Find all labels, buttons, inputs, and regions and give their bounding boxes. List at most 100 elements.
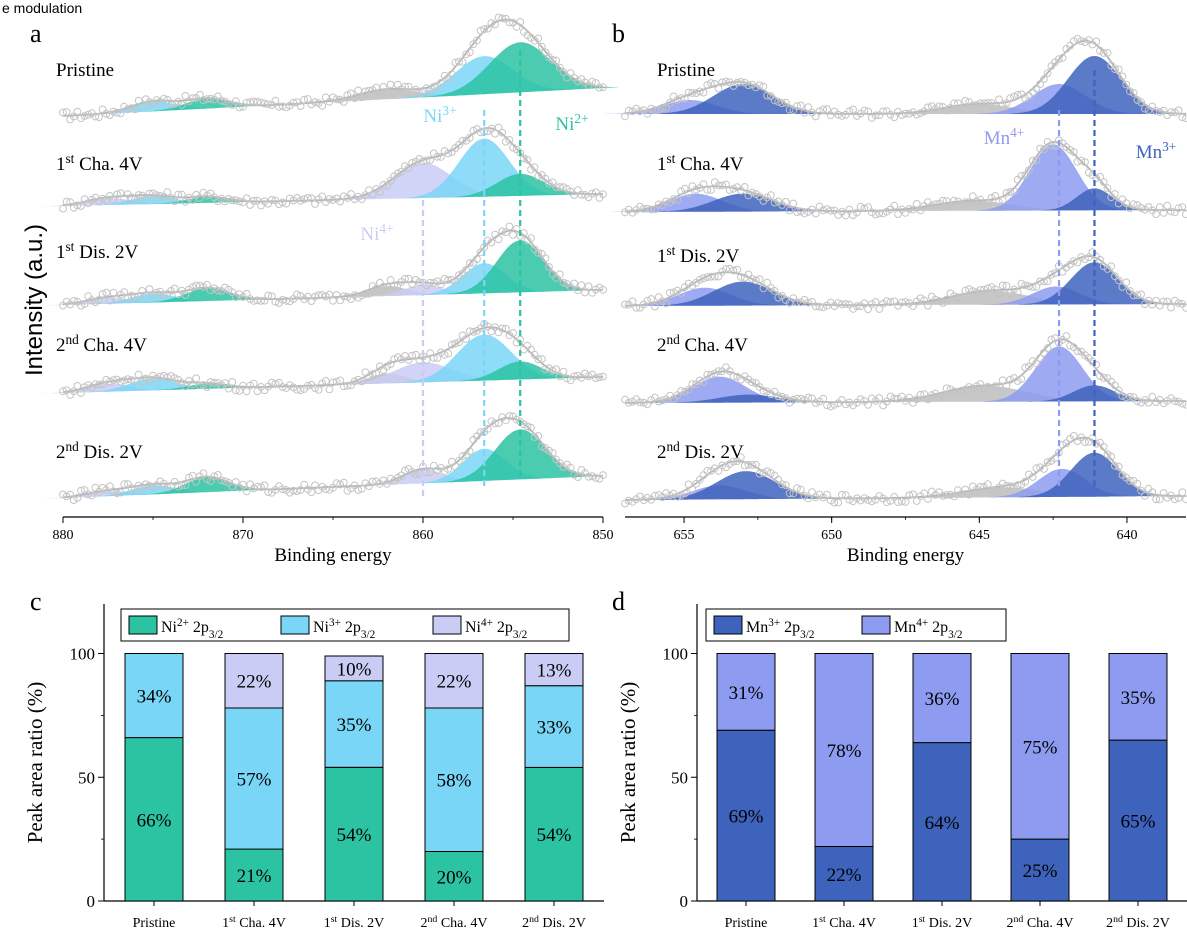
data-point [811,399,820,407]
data-point [860,106,869,115]
data-point [134,370,143,379]
data-point [599,83,607,92]
legend-swatch [861,615,891,635]
data-point [793,102,801,111]
data-point [1155,108,1164,116]
data-point [437,79,445,87]
data-point [658,103,667,112]
data-point [487,238,496,247]
data-point [343,381,352,390]
data-point [879,209,887,218]
data-point [1092,37,1101,46]
data-point [1155,495,1164,504]
data-point [1118,195,1127,204]
data-point [357,484,366,493]
data-point [1043,69,1052,77]
data-point [534,432,543,440]
data-point [998,196,1007,205]
data-point [976,483,985,491]
data-point [1081,38,1089,46]
data-point [1017,279,1026,288]
data-point [84,292,93,301]
x-tick-label: 880 [53,528,74,543]
data-point [588,472,597,481]
data-point [796,394,805,403]
data-point [834,299,843,308]
data-point [710,272,719,281]
data-point [455,57,463,66]
data-point [383,480,391,488]
x-tick-label: 655 [674,528,695,543]
data-point [368,190,377,199]
data-point [1126,392,1134,401]
data-point [494,328,503,337]
data-point [1040,277,1048,286]
data-point [924,198,932,206]
x-tick-label: 645 [969,528,990,543]
data-point [785,489,794,498]
data-point [796,485,805,494]
state-label: 2nd Dis. 2V [56,439,143,464]
data-point [1182,495,1187,504]
category-label: 2nd Cha. 4V [1007,914,1074,932]
data-label: 54% [337,825,372,846]
data-point [231,97,240,106]
data-point [875,394,884,402]
data-point [1040,75,1048,83]
data-label: 20% [437,867,472,888]
data-point [1084,253,1093,262]
legend-swatch [432,615,462,635]
data-point [864,400,872,409]
data-point [386,360,395,369]
data-point [1013,288,1022,297]
data-point [152,191,161,200]
data-point [972,101,981,109]
data-point [1006,94,1015,103]
data-point [113,489,121,498]
data-point [856,395,865,404]
data-point [841,300,850,308]
data-point [588,77,597,86]
data-point [961,485,970,494]
data-point [426,156,435,164]
data-point [527,345,535,354]
data-point [1047,335,1056,344]
data-label: 21% [237,866,272,887]
data-point [1036,354,1044,363]
caption-fragment: e modulation [2,0,82,16]
data-point [998,281,1007,290]
data-point [1174,106,1183,115]
data-point [336,197,345,206]
bar-segment [124,653,184,739]
data-point [1122,278,1131,287]
legend-box [705,608,1007,642]
data-point [628,297,637,306]
data-point [998,376,1007,385]
data-point [127,104,136,113]
data-point [759,387,768,395]
data-point [307,488,316,497]
data-point [1088,434,1097,443]
data-point [264,291,273,300]
data-label: 13% [537,661,572,682]
data-point [469,328,478,336]
x-axis-label: Binding energy [274,545,392,566]
data-point [444,276,453,284]
data-point [325,385,334,394]
data-point [365,290,373,298]
y-tick-label: 100 [663,645,689,664]
data-point [206,94,215,103]
data-point [523,422,532,431]
data-point [357,93,366,102]
data-point [368,477,377,486]
data-point [181,291,190,300]
data-point [662,299,670,308]
data-point [59,387,67,396]
data-point [793,298,801,307]
data-point [1152,297,1160,305]
data-point [740,183,749,191]
data-point [1077,433,1086,442]
data-point [311,384,319,393]
data-point [257,201,265,210]
data-point [213,286,222,295]
